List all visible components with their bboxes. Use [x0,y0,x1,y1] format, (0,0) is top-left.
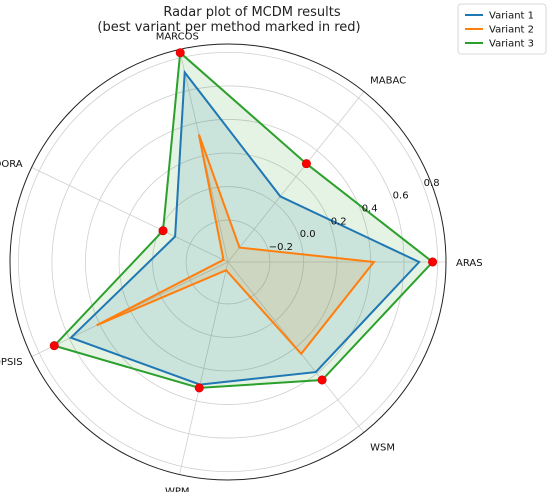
legend-label-3: Variant 3 [489,39,534,50]
axis-label-wsm: WSM [370,442,395,453]
axis-label-mabac: MABAC [370,76,406,87]
best-marker-wsm [317,375,327,385]
axis-label-wpm: WPM [165,486,190,492]
legend-label-1: Variant 1 [489,11,534,22]
series-fill-3 [54,52,433,388]
best-marker-moora [158,226,168,236]
series-line-3 [52,50,435,389]
radial-tick-label: 0.6 [393,191,409,202]
best-marker-wpm [194,383,204,393]
legend: Variant 1 Variant 2 Variant 3 [457,3,547,55]
best-marker-marcos [175,48,185,58]
best-marker-layer [49,48,438,393]
series-fill-1 [70,72,420,385]
radial-tick-label: 0.8 [424,178,440,189]
axis-label-marcos: MARCOS [156,32,199,43]
axis-label-aras: ARAS [456,258,483,269]
radial-tick-layer: −0.2 0.0 0.2 0.4 0.6 0.8 [269,178,440,253]
chart-title: Radar plot of MCDM results [163,5,341,20]
radial-tick-label: 0.0 [300,229,316,240]
grid-spoke [227,91,365,263]
legend-box [457,3,547,55]
series-layer [52,50,435,389]
best-marker-mabac [301,159,311,169]
polar-frame [9,43,447,481]
radial-tick-label: 0.4 [362,203,378,214]
series-line-2 [96,134,376,356]
legend-label-2: Variant 2 [489,25,534,36]
axis-label-topsis: TOPSIS [0,357,23,368]
axis-label-moora: MOORA [0,159,23,170]
radial-tick-label: −0.2 [269,242,293,253]
best-marker-topsis [49,341,59,351]
series-line-1 [69,69,421,386]
series-fill-2 [96,134,374,354]
area-fill-layer [54,52,433,388]
grid-spoke [31,261,229,357]
chart-subtitle: (best variant per method marked in red) [97,20,360,35]
grid-spoke [179,261,229,475]
radial-tick-label: 0.2 [331,216,347,227]
grid-spoke [31,167,229,263]
axis-label-layer: ARAS MABAC MARCOS MOORA TOPSIS WPM WSM [0,32,483,492]
best-marker-aras [428,257,438,267]
